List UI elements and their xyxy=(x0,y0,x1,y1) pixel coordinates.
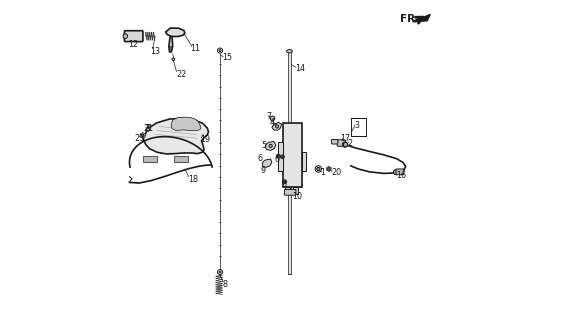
Bar xyxy=(351,118,365,136)
Polygon shape xyxy=(272,122,282,130)
Text: 23: 23 xyxy=(135,134,145,143)
Text: 14: 14 xyxy=(295,64,305,73)
Text: 22: 22 xyxy=(176,70,186,79)
Circle shape xyxy=(219,271,221,273)
Ellipse shape xyxy=(287,50,292,53)
Text: 10: 10 xyxy=(292,192,302,201)
Polygon shape xyxy=(143,118,208,154)
Bar xyxy=(143,156,157,162)
Circle shape xyxy=(276,154,280,158)
Polygon shape xyxy=(140,132,145,138)
Circle shape xyxy=(278,155,279,157)
Text: 15: 15 xyxy=(222,53,233,62)
Circle shape xyxy=(282,156,283,158)
Text: 12: 12 xyxy=(128,40,138,49)
Polygon shape xyxy=(171,117,201,131)
Polygon shape xyxy=(327,166,331,172)
Circle shape xyxy=(172,58,175,60)
Bar xyxy=(293,187,298,194)
Circle shape xyxy=(328,168,330,170)
Bar xyxy=(175,156,187,162)
FancyBboxPatch shape xyxy=(337,140,346,146)
Polygon shape xyxy=(169,36,173,52)
FancyBboxPatch shape xyxy=(332,140,338,144)
Text: 8: 8 xyxy=(222,280,227,289)
Circle shape xyxy=(217,269,222,275)
Circle shape xyxy=(141,134,144,137)
FancyBboxPatch shape xyxy=(284,189,296,195)
Text: 18: 18 xyxy=(187,175,198,184)
Circle shape xyxy=(169,47,172,49)
Text: 9: 9 xyxy=(261,166,266,175)
Text: 5: 5 xyxy=(261,141,266,150)
Text: 6: 6 xyxy=(274,156,279,164)
Circle shape xyxy=(284,181,285,183)
Circle shape xyxy=(217,48,222,53)
Bar xyxy=(288,51,292,274)
Circle shape xyxy=(283,180,287,184)
Text: 13: 13 xyxy=(150,47,160,56)
Text: 20: 20 xyxy=(332,168,342,177)
Circle shape xyxy=(219,50,221,52)
Polygon shape xyxy=(413,14,430,22)
Text: 17: 17 xyxy=(341,134,351,143)
Circle shape xyxy=(269,144,272,148)
Polygon shape xyxy=(265,141,276,150)
Text: 11: 11 xyxy=(190,44,200,53)
Text: 1: 1 xyxy=(320,168,325,177)
Text: 19: 19 xyxy=(200,135,210,144)
FancyBboxPatch shape xyxy=(396,169,404,175)
Polygon shape xyxy=(262,159,272,167)
Text: 2: 2 xyxy=(347,139,352,148)
Circle shape xyxy=(146,128,150,131)
Text: 6: 6 xyxy=(282,180,287,189)
Circle shape xyxy=(270,116,275,121)
Circle shape xyxy=(147,124,149,126)
Bar xyxy=(302,152,306,171)
Circle shape xyxy=(343,142,348,147)
Circle shape xyxy=(315,166,321,172)
Circle shape xyxy=(343,143,346,146)
Bar xyxy=(278,142,283,171)
Circle shape xyxy=(123,34,128,38)
Text: 4: 4 xyxy=(269,118,274,127)
Bar xyxy=(283,123,302,187)
Circle shape xyxy=(280,155,284,159)
Circle shape xyxy=(342,142,347,147)
Polygon shape xyxy=(166,28,185,36)
Circle shape xyxy=(394,170,399,175)
Text: 6: 6 xyxy=(258,154,263,163)
Bar xyxy=(285,187,291,194)
Text: 21: 21 xyxy=(143,124,153,133)
Text: 3: 3 xyxy=(355,121,359,130)
Circle shape xyxy=(317,167,320,171)
Text: 16: 16 xyxy=(396,171,406,180)
Polygon shape xyxy=(271,116,275,121)
Circle shape xyxy=(275,125,279,128)
FancyBboxPatch shape xyxy=(124,31,143,42)
Text: 7: 7 xyxy=(266,112,271,121)
Text: FR.: FR. xyxy=(400,14,419,24)
